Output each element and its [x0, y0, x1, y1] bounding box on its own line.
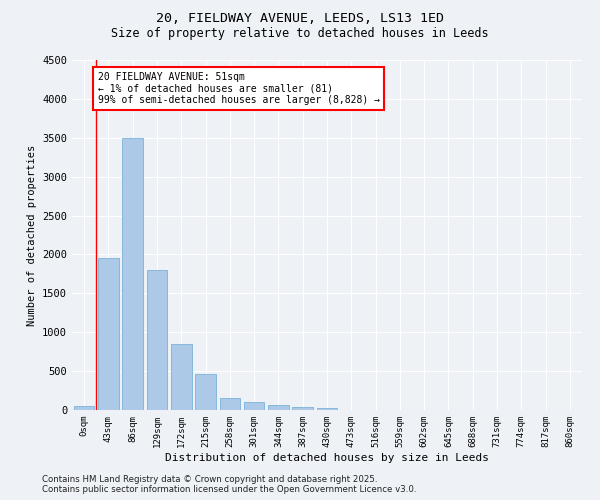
Bar	[244, 402, 265, 410]
Text: Contains HM Land Registry data © Crown copyright and database right 2025.: Contains HM Land Registry data © Crown c…	[42, 475, 377, 484]
Bar	[317, 408, 337, 410]
Bar	[292, 407, 313, 410]
Y-axis label: Number of detached properties: Number of detached properties	[26, 144, 37, 326]
Bar	[146, 270, 167, 410]
Text: 20 FIELDWAY AVENUE: 51sqm
← 1% of detached houses are smaller (81)
99% of semi-d: 20 FIELDWAY AVENUE: 51sqm ← 1% of detach…	[97, 72, 380, 105]
Text: Contains public sector information licensed under the Open Government Licence v3: Contains public sector information licen…	[42, 485, 416, 494]
Bar	[171, 344, 191, 410]
Bar	[220, 398, 240, 410]
Text: Size of property relative to detached houses in Leeds: Size of property relative to detached ho…	[111, 28, 489, 40]
Text: 20, FIELDWAY AVENUE, LEEDS, LS13 1ED: 20, FIELDWAY AVENUE, LEEDS, LS13 1ED	[156, 12, 444, 26]
Bar	[268, 406, 289, 410]
Bar	[195, 374, 216, 410]
Bar	[74, 406, 94, 410]
Bar	[122, 138, 143, 410]
Bar	[98, 258, 119, 410]
X-axis label: Distribution of detached houses by size in Leeds: Distribution of detached houses by size …	[165, 452, 489, 462]
